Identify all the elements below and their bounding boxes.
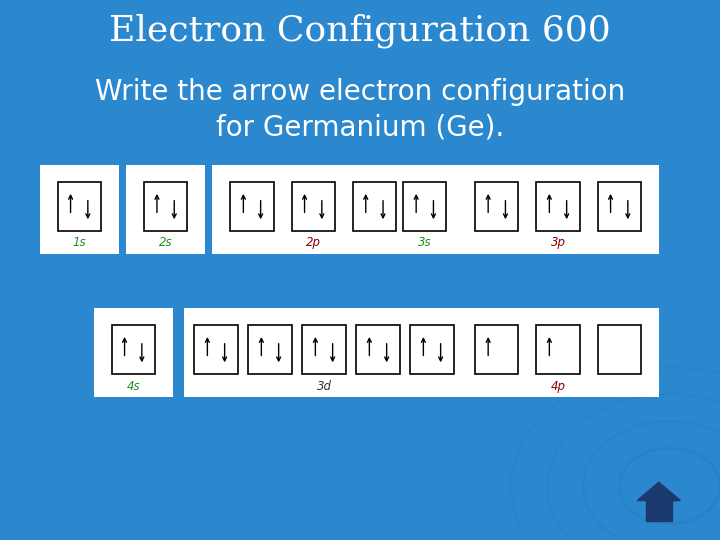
- Bar: [403, 183, 446, 231]
- Text: 3s: 3s: [418, 237, 431, 249]
- Bar: [248, 325, 292, 374]
- Text: for Germanium (Ge).: for Germanium (Ge).: [216, 113, 504, 141]
- Bar: [475, 325, 518, 374]
- Text: 2p: 2p: [306, 237, 320, 249]
- Bar: [356, 325, 400, 374]
- Bar: [112, 325, 155, 374]
- Bar: [184, 308, 464, 397]
- Text: 4s: 4s: [127, 380, 140, 393]
- Bar: [646, 500, 672, 521]
- Bar: [126, 165, 205, 254]
- Polygon shape: [637, 482, 680, 501]
- Bar: [94, 308, 173, 397]
- Bar: [598, 183, 641, 231]
- Bar: [385, 165, 464, 254]
- Bar: [457, 165, 659, 254]
- Text: 1s: 1s: [73, 237, 86, 249]
- Text: 4p: 4p: [551, 380, 565, 393]
- Text: 3p: 3p: [551, 237, 565, 249]
- Text: Write the arrow electron configuration: Write the arrow electron configuration: [95, 78, 625, 106]
- Bar: [40, 165, 119, 254]
- Bar: [536, 183, 580, 231]
- Bar: [536, 325, 580, 374]
- Text: Electron Configuration 600: Electron Configuration 600: [109, 14, 611, 48]
- Bar: [194, 325, 238, 374]
- Text: 3d: 3d: [317, 380, 331, 393]
- Bar: [212, 165, 414, 254]
- Bar: [302, 325, 346, 374]
- Bar: [598, 325, 641, 374]
- Bar: [353, 183, 396, 231]
- Bar: [144, 183, 187, 231]
- Bar: [410, 325, 454, 374]
- Bar: [58, 183, 101, 231]
- Bar: [292, 183, 335, 231]
- Bar: [457, 308, 659, 397]
- Bar: [230, 183, 274, 231]
- Bar: [475, 183, 518, 231]
- Text: 2s: 2s: [159, 237, 172, 249]
